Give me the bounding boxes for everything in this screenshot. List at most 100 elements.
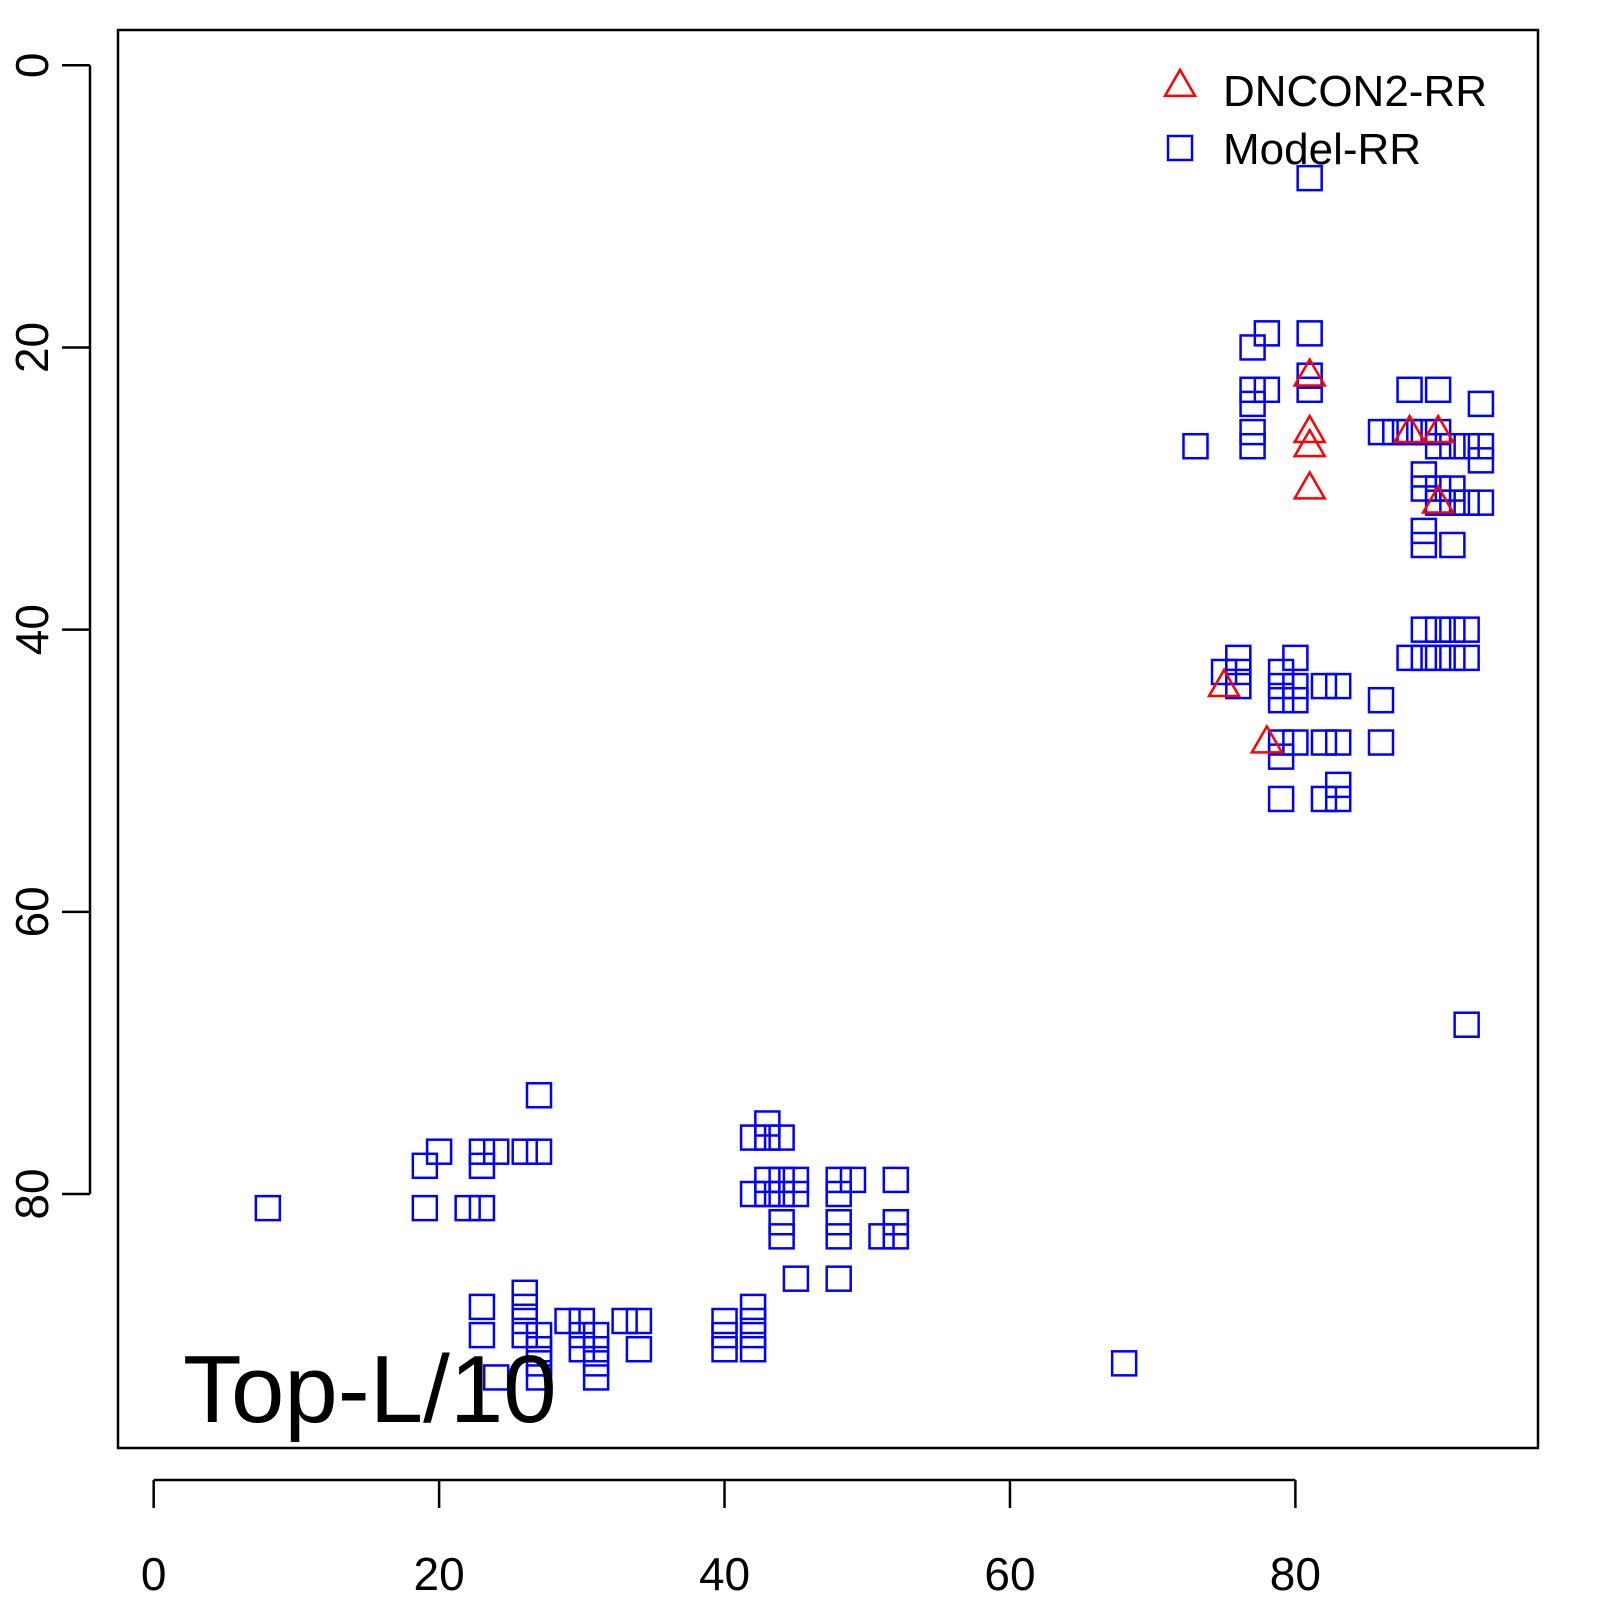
square-marker bbox=[1410, 517, 1438, 545]
square-marker bbox=[739, 1335, 767, 1363]
series-model-rr bbox=[254, 164, 1495, 1391]
triangle-marker bbox=[1292, 469, 1327, 500]
square-marker bbox=[1382, 418, 1409, 446]
square-marker bbox=[1453, 644, 1480, 672]
square-marker bbox=[1239, 334, 1266, 361]
square-marker bbox=[825, 1208, 852, 1236]
square-marker bbox=[1182, 432, 1209, 460]
y-tick-label: 0 bbox=[6, 52, 58, 78]
square-marker bbox=[1467, 489, 1495, 516]
square-marker bbox=[1396, 376, 1423, 404]
legend-label: Model-RR bbox=[1223, 125, 1421, 174]
square-marker bbox=[568, 1321, 596, 1349]
square-marker bbox=[739, 1321, 767, 1349]
square-marker bbox=[825, 1166, 852, 1194]
square-marker bbox=[1166, 134, 1194, 162]
square-marker bbox=[1439, 644, 1466, 672]
square-marker bbox=[1282, 644, 1309, 672]
square-marker bbox=[411, 1194, 439, 1222]
square-marker bbox=[468, 1138, 496, 1165]
square-marker bbox=[825, 1180, 852, 1208]
square-marker bbox=[768, 1223, 795, 1250]
square-marker bbox=[511, 1138, 538, 1165]
square-marker bbox=[1396, 418, 1423, 446]
square-marker bbox=[711, 1335, 738, 1363]
square-marker bbox=[1225, 644, 1252, 672]
square-marker bbox=[1110, 1350, 1138, 1377]
square-marker bbox=[582, 1335, 610, 1363]
square-marker bbox=[1453, 616, 1480, 643]
y-tick-label: 20 bbox=[6, 322, 58, 373]
square-marker bbox=[1439, 531, 1466, 559]
triangle-marker bbox=[1292, 413, 1327, 444]
square-marker bbox=[1310, 672, 1338, 700]
square-marker bbox=[1439, 489, 1466, 516]
square-marker bbox=[1324, 729, 1352, 756]
triangle-marker bbox=[1392, 413, 1427, 444]
square-marker bbox=[568, 1335, 596, 1363]
square-marker bbox=[1296, 164, 1323, 192]
square-marker bbox=[1267, 658, 1295, 686]
square-marker bbox=[525, 1082, 553, 1109]
square-marker bbox=[1367, 729, 1395, 756]
square-marker bbox=[768, 1208, 795, 1236]
square-marker bbox=[1324, 785, 1352, 813]
square-marker bbox=[1267, 686, 1295, 714]
square-marker bbox=[1410, 461, 1438, 488]
square-marker bbox=[1424, 376, 1452, 404]
series-dncon2-rr bbox=[1206, 357, 1456, 754]
square-marker bbox=[1439, 616, 1466, 643]
square-marker bbox=[754, 1180, 781, 1208]
square-marker bbox=[525, 1364, 553, 1391]
square-marker bbox=[754, 1166, 781, 1194]
square-marker bbox=[525, 1321, 553, 1349]
x-tick-label: 80 bbox=[1270, 1548, 1321, 1600]
square-marker bbox=[568, 1307, 596, 1335]
square-marker bbox=[1424, 475, 1452, 502]
square-marker bbox=[839, 1166, 867, 1194]
square-marker bbox=[511, 1307, 538, 1335]
square-marker bbox=[1453, 489, 1480, 516]
square-marker bbox=[1324, 771, 1352, 799]
square-marker bbox=[425, 1138, 453, 1165]
square-marker bbox=[1467, 432, 1495, 460]
square-marker bbox=[739, 1124, 767, 1151]
y-tick-label: 80 bbox=[6, 1168, 58, 1219]
square-marker bbox=[754, 1110, 781, 1137]
square-marker bbox=[511, 1293, 538, 1321]
x-tick-label: 60 bbox=[984, 1548, 1035, 1600]
square-marker bbox=[882, 1208, 910, 1236]
square-marker bbox=[254, 1194, 282, 1222]
square-marker bbox=[1396, 644, 1423, 672]
square-marker bbox=[582, 1364, 610, 1391]
triangle-marker bbox=[1292, 357, 1327, 387]
square-marker bbox=[625, 1335, 653, 1363]
square-marker bbox=[1367, 686, 1395, 714]
y-tick-label: 40 bbox=[6, 604, 58, 655]
square-marker bbox=[1210, 658, 1238, 686]
square-marker bbox=[1253, 376, 1281, 404]
square-marker bbox=[468, 1194, 496, 1222]
x-tick-label: 20 bbox=[414, 1548, 465, 1600]
triangle-marker bbox=[1249, 723, 1285, 754]
square-marker bbox=[1439, 432, 1466, 460]
triangle-marker bbox=[1420, 484, 1456, 514]
square-marker bbox=[882, 1166, 910, 1194]
square-marker bbox=[711, 1321, 738, 1349]
square-marker bbox=[711, 1307, 738, 1335]
square-marker bbox=[468, 1293, 496, 1321]
square-marker bbox=[1324, 672, 1352, 700]
square-marker bbox=[525, 1138, 553, 1165]
square-marker bbox=[825, 1265, 852, 1292]
square-marker bbox=[1282, 686, 1309, 714]
square-marker bbox=[1296, 362, 1323, 389]
square-marker bbox=[582, 1350, 610, 1377]
square-marker bbox=[1239, 376, 1266, 404]
square-marker bbox=[782, 1180, 810, 1208]
plot-frame bbox=[116, 28, 1540, 1450]
y-tick-label: 60 bbox=[6, 886, 58, 937]
square-marker bbox=[625, 1307, 653, 1335]
square-marker bbox=[511, 1321, 538, 1349]
